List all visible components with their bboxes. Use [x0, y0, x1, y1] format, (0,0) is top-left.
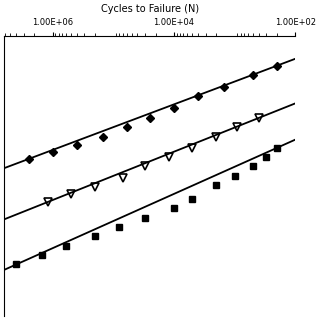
X-axis label: Cycles to Failure (N): Cycles to Failure (N) [101, 4, 199, 14]
